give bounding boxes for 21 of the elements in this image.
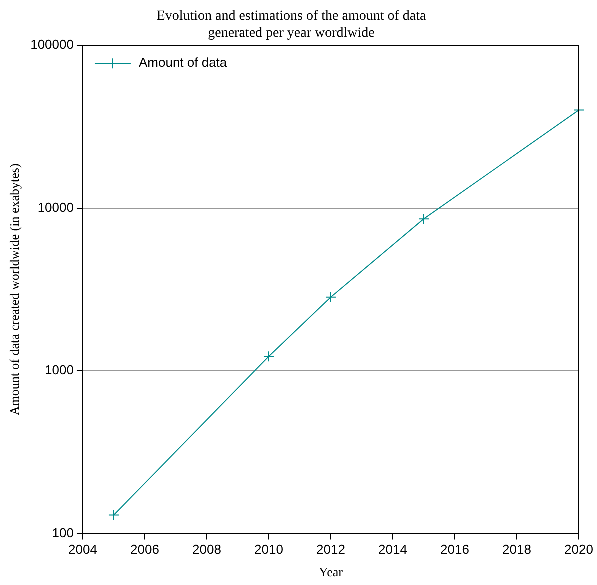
y-tick-label: 10000	[38, 200, 74, 215]
x-tick-label: 2004	[68, 542, 98, 558]
x-tick-label: 2006	[130, 542, 160, 558]
y-tick-label: 1000	[45, 362, 74, 378]
x-tick-label: 2008	[192, 542, 222, 558]
x-tick-label: 2020	[564, 542, 594, 558]
x-axis-title: Year	[319, 564, 344, 580]
point	[263, 351, 274, 362]
x-tick-label: 2016	[440, 542, 470, 558]
x-tick-label: 2018	[502, 542, 532, 558]
x-tick-label: 2012	[316, 542, 346, 558]
point	[418, 214, 430, 225]
y-tick-label: 100000	[30, 37, 74, 52]
x-tick-label: 2014	[378, 542, 408, 558]
legend-label: Amount of data	[138, 55, 228, 70]
chart-title: Evolution and estimations of the amount of data generated per year wordlwide	[156, 9, 428, 41]
point	[108, 510, 120, 521]
y-axis-title: Amount of data created worldwide (in exabytes)	[7, 164, 22, 416]
y-tick-label: 100	[52, 525, 74, 540]
point	[325, 292, 336, 303]
x-tick-label: 2010	[254, 542, 284, 558]
